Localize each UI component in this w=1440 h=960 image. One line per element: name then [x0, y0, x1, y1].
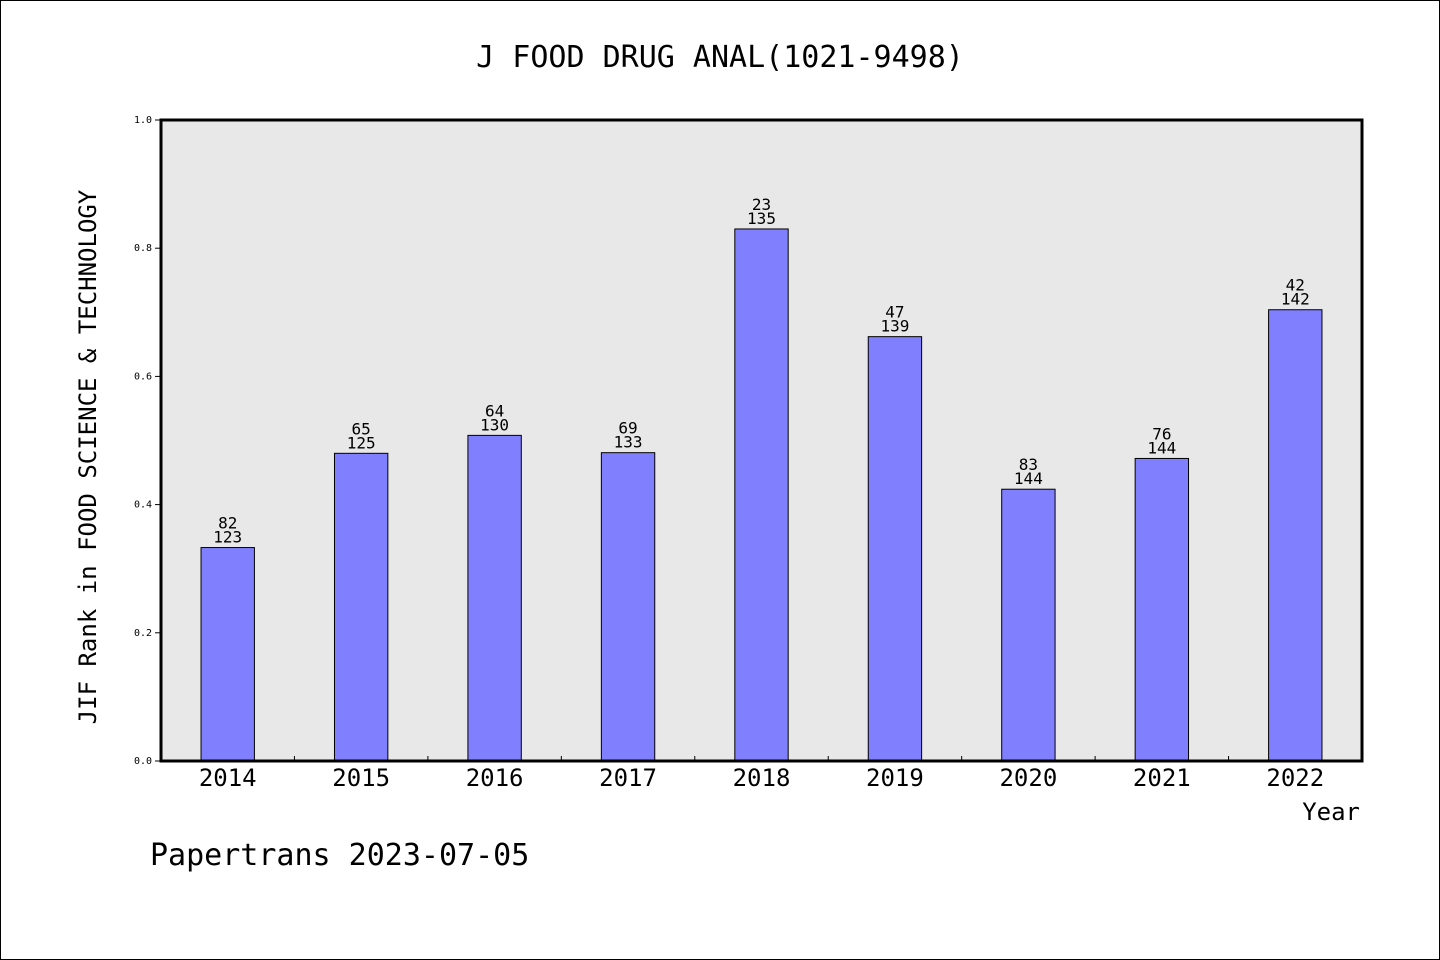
bar-rank-label: 83: [1019, 455, 1038, 474]
bar-total-label: 142: [1281, 290, 1310, 309]
bar-rank-label: 65: [352, 419, 371, 438]
x-axis-label: Year: [1302, 798, 1360, 826]
y-ticks-group: 0.0 0.2 0.4 0.6 0.8 1.0: [134, 115, 161, 767]
bar-total-label: 133: [614, 433, 643, 452]
bar-rank-label: 47: [885, 303, 904, 322]
x-tick-label: 2016: [466, 764, 524, 792]
y-tick-label: 0.4: [134, 500, 152, 511]
bar-total-label: 125: [347, 433, 376, 452]
x-ticks-group: 2014 2015 2016 2017 2018 2019 2020 2021 2022: [199, 756, 1324, 792]
bar-2016: [467, 434, 522, 762]
bar-rank-label: 64: [485, 401, 504, 420]
bar-total-label: 144: [1147, 438, 1176, 457]
y-tick-label: 1.0: [134, 115, 152, 126]
y-axis-label: JIF Rank in FOOD SCIENCE & TECHNOLOGY: [74, 189, 102, 724]
y-tick-label: 0.0: [134, 756, 152, 767]
bar-total-label: 139: [880, 317, 909, 336]
x-tick-label: 2021: [1133, 764, 1191, 792]
y-tick-label: 0.2: [134, 628, 152, 639]
bar-total-label: 123: [213, 528, 242, 547]
x-tick-label: 2019: [866, 764, 924, 792]
bar-2015: [333, 452, 389, 762]
bar-rank-label: 42: [1286, 276, 1305, 295]
bar-total-label: 130: [480, 415, 509, 434]
y-tick-label: 0.8: [134, 243, 152, 254]
bar-total-label: 144: [1014, 469, 1043, 488]
bar-2022: [1268, 309, 1323, 762]
bar-total-label: 135: [747, 209, 776, 228]
plot-border: [159, 118, 1364, 763]
bar-rank-label: 82: [218, 514, 237, 533]
bar-rank-label: 76: [1152, 424, 1171, 443]
bar-2019: [867, 336, 923, 762]
x-tick-label: 2015: [332, 764, 390, 792]
bar-2018: [734, 228, 789, 762]
x-tick-label: 2022: [1266, 764, 1324, 792]
x-tick-label: 2014: [199, 764, 257, 792]
x-tick-label: 2020: [999, 764, 1057, 792]
x-tick-label: 2017: [599, 764, 657, 792]
bar-2017: [600, 452, 656, 762]
bar-2014: [200, 547, 255, 762]
footer-text: Papertrans 2023-07-05: [150, 838, 529, 873]
bar-2020: [1001, 488, 1056, 762]
chart-title: J FOOD DRUG ANAL(1021-9498): [476, 40, 964, 75]
bar-rank-label: 23: [752, 195, 771, 214]
bar-2021: [1134, 457, 1190, 762]
x-tick-label: 2018: [733, 764, 791, 792]
bars-group: [200, 228, 1323, 762]
bar-rank-label: 69: [618, 419, 637, 438]
y-tick-label: 0.6: [134, 371, 152, 382]
